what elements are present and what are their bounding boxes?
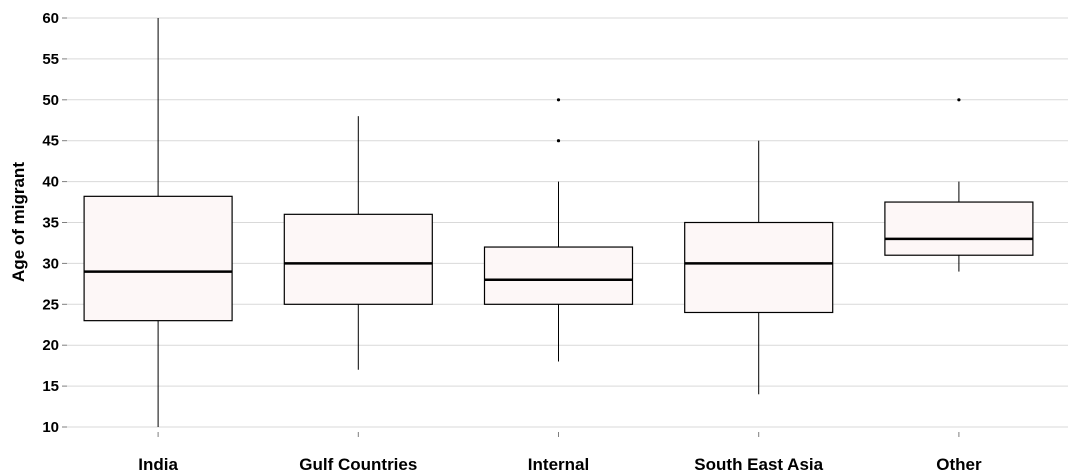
- outlier-point: [957, 98, 961, 102]
- box-iqr: [884, 201, 1034, 256]
- y-tick-label: 45: [42, 133, 59, 150]
- outlier-point: [556, 98, 561, 102]
- box-iqr: [283, 213, 433, 305]
- x-tick-label: South East Asia: [694, 455, 823, 474]
- y-tick-label: 25: [42, 296, 59, 313]
- axes: [62, 17, 960, 437]
- x-tick-label: Internal: [528, 455, 589, 474]
- y-tick-label: 20: [42, 337, 59, 354]
- box-group: [684, 140, 834, 395]
- y-tick-label: 15: [42, 378, 59, 395]
- y-tick-label: 40: [42, 174, 59, 191]
- y-axis-title: Age of migrant: [9, 162, 28, 282]
- box-iqr: [83, 195, 233, 322]
- y-tick-label: 50: [42, 92, 59, 109]
- y-tick-label: 10: [42, 419, 59, 436]
- box-group: [483, 98, 634, 362]
- boxes: [83, 18, 1034, 427]
- x-tick-label: Other: [936, 455, 982, 474]
- y-tick-label: 55: [42, 51, 59, 68]
- outlier-point: [556, 139, 561, 143]
- x-tick-label: Gulf Countries: [299, 455, 417, 474]
- box-iqr: [684, 221, 834, 314]
- box-group: [884, 98, 1034, 272]
- box-iqr: [483, 246, 634, 305]
- y-tick-label: 30: [42, 255, 59, 272]
- y-tick-label: 35: [42, 215, 59, 232]
- box-group: [83, 18, 233, 427]
- box-group: [283, 116, 433, 370]
- x-tick-label: India: [138, 455, 178, 474]
- tick-labels: 10 15 20 25 30 35 40 45 50 55 60 India Gulf Countrie…: [42, 10, 982, 474]
- y-tick-label: 60: [42, 10, 59, 27]
